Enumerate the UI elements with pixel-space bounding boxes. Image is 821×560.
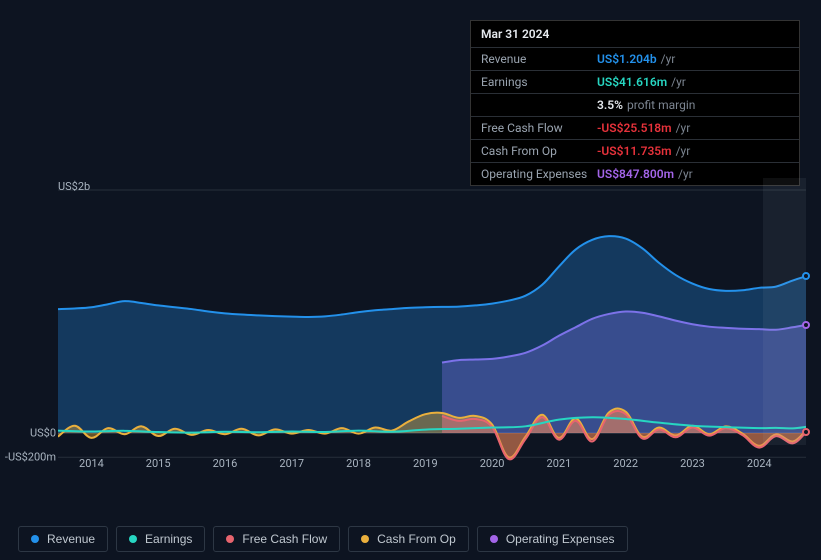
tooltip-row-value: -US$11.735m xyxy=(597,144,672,158)
tooltip-date: Mar 31 2024 xyxy=(471,21,799,48)
chart-area[interactable]: US$2bUS$0-US$200m20142015201620172018201… xyxy=(18,160,806,520)
tooltip-row-label: Free Cash Flow xyxy=(481,121,597,135)
series-area xyxy=(58,236,806,433)
tooltip-row: RevenueUS$1.204b/yr xyxy=(471,48,799,71)
tooltip-row-label: Cash From Op xyxy=(481,144,597,158)
y-axis-label: US$2b xyxy=(58,180,128,193)
x-axis-label: 2023 xyxy=(680,457,705,470)
legend-dot-icon xyxy=(490,535,498,543)
tooltip-row: Free Cash Flow-US$25.518m/yr xyxy=(471,117,799,140)
legend-item-operating-expenses[interactable]: Operating Expenses xyxy=(477,526,628,552)
legend-dot-icon xyxy=(31,535,39,543)
tooltip-row: 3.5% profit margin xyxy=(471,94,799,117)
tooltip-row-suffix: /yr xyxy=(676,121,691,135)
tooltip-row-suffix: profit margin xyxy=(627,98,695,112)
legend-dot-icon xyxy=(361,535,369,543)
legend-label: Cash From Op xyxy=(377,532,456,546)
series-end-marker xyxy=(802,428,810,436)
tooltip-row-value: US$41.616m xyxy=(597,75,667,89)
highlight-band xyxy=(763,178,806,445)
tooltip-row-value: -US$25.518m xyxy=(597,121,672,135)
legend-item-earnings[interactable]: Earnings xyxy=(116,526,205,552)
x-axis-label: 2018 xyxy=(346,457,371,470)
tooltip-row-suffix: /yr xyxy=(671,75,686,89)
tooltip-row-label: Earnings xyxy=(481,75,597,89)
legend-item-revenue[interactable]: Revenue xyxy=(18,526,108,552)
x-axis-label: 2021 xyxy=(547,457,572,470)
y-axis-label: -US$200m xyxy=(0,451,58,464)
x-axis-label: 2017 xyxy=(279,457,304,470)
legend-label: Earnings xyxy=(145,532,192,546)
x-axis-label: 2016 xyxy=(213,457,238,470)
legend-item-free-cash-flow[interactable]: Free Cash Flow xyxy=(213,526,340,552)
tooltip-row-value: 3.5% xyxy=(597,98,623,112)
tooltip-row-suffix: /yr xyxy=(676,144,691,158)
tooltip-row-value: US$1.204b xyxy=(597,52,657,66)
y-axis-label: US$0 xyxy=(0,427,58,440)
x-axis-label: 2020 xyxy=(480,457,505,470)
legend-label: Revenue xyxy=(47,532,95,546)
series-end-marker xyxy=(802,272,810,280)
x-axis-label: 2022 xyxy=(613,457,638,470)
legend-dot-icon xyxy=(129,535,137,543)
legend-item-cash-from-op[interactable]: Cash From Op xyxy=(348,526,469,552)
legend-label: Operating Expenses xyxy=(506,532,615,546)
x-axis-label: 2019 xyxy=(413,457,438,470)
tooltip-row-label: Revenue xyxy=(481,52,597,66)
legend-dot-icon xyxy=(226,535,234,543)
series-end-marker xyxy=(802,321,810,329)
x-axis-label: 2024 xyxy=(747,457,772,470)
chart-svg xyxy=(58,160,806,480)
legend-label: Free Cash Flow xyxy=(242,532,327,546)
tooltip-row: EarningsUS$41.616m/yr xyxy=(471,71,799,94)
x-axis-label: 2014 xyxy=(79,457,104,470)
tooltip-row-suffix: /yr xyxy=(661,52,676,66)
x-axis-label: 2015 xyxy=(146,457,171,470)
legend: Revenue Earnings Free Cash Flow Cash From O… xyxy=(18,526,628,552)
